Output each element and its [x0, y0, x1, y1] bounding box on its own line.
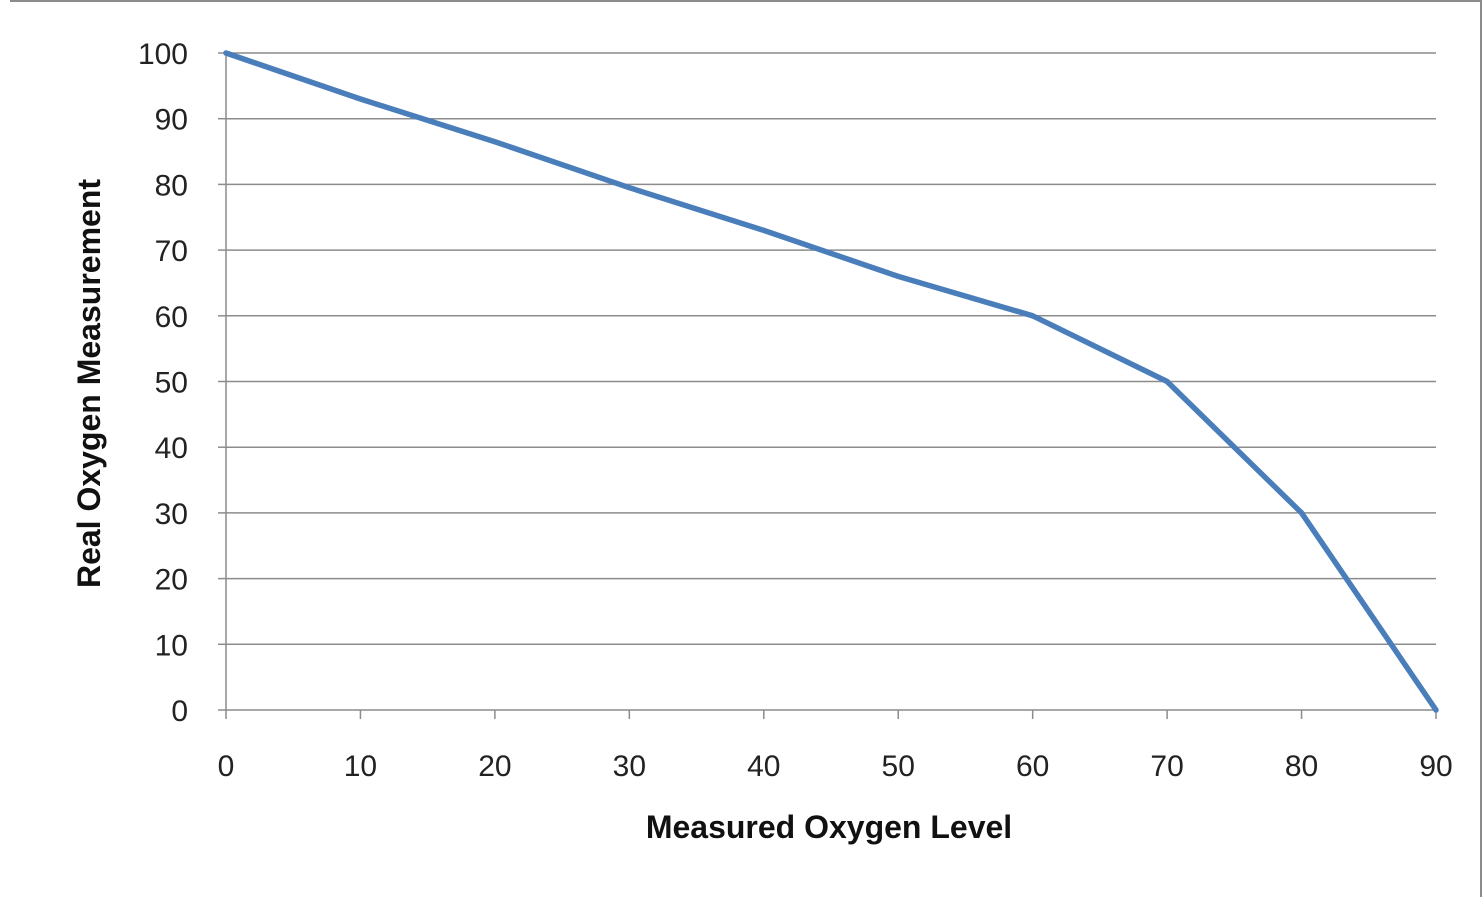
data-point	[1164, 378, 1170, 385]
x-axis-title: Measured Oxygen Level	[646, 809, 1012, 845]
series-layer	[223, 50, 1439, 713]
y-tick-label: 80	[155, 169, 188, 202]
gridlines	[226, 52, 1436, 646]
y-tick-label: 0	[171, 695, 188, 728]
data-point	[626, 185, 632, 191]
y-tick-label: 30	[155, 498, 188, 531]
y-tick-labels: 0 10 20 30 40 50 60 70 80 90 100	[138, 38, 188, 728]
y-tick-label: 10	[155, 629, 188, 662]
data-point	[492, 139, 498, 145]
x-tick-label: 20	[478, 750, 511, 783]
x-tick-label: 60	[1016, 750, 1049, 783]
y-tick-label: 90	[155, 104, 188, 137]
y-axis-title: Real Oxygen Measurement	[71, 179, 107, 588]
x-tick-label: 80	[1285, 750, 1318, 783]
x-tick-label: 50	[882, 750, 915, 783]
series-line-0	[223, 50, 1439, 713]
data-point	[1298, 510, 1305, 516]
data-point	[1030, 313, 1036, 319]
x-tick-label: 0	[218, 750, 235, 783]
data-point	[223, 50, 229, 56]
x-tick-label: 40	[747, 750, 780, 783]
data-point	[357, 96, 364, 102]
x-tick-label: 90	[1419, 750, 1452, 783]
y-tick-label: 20	[155, 564, 188, 597]
data-point	[761, 227, 767, 233]
y-tick-label: 60	[155, 301, 188, 334]
data-point	[1433, 707, 1439, 713]
chart-frame-gap	[0, 0, 10, 897]
y-tick-label: 40	[155, 432, 188, 465]
axes	[218, 52, 1437, 719]
x-tick-label: 30	[613, 750, 646, 783]
x-tick-labels: 0 10 20 30 40 50 60 70 80 90	[218, 750, 1453, 783]
data-point	[895, 273, 901, 279]
x-tick-label: 70	[1150, 750, 1183, 783]
y-tick-label: 70	[155, 235, 188, 268]
y-tick-label: 100	[138, 38, 188, 71]
x-tick-label: 10	[344, 750, 377, 783]
y-tick-label: 50	[155, 367, 188, 400]
